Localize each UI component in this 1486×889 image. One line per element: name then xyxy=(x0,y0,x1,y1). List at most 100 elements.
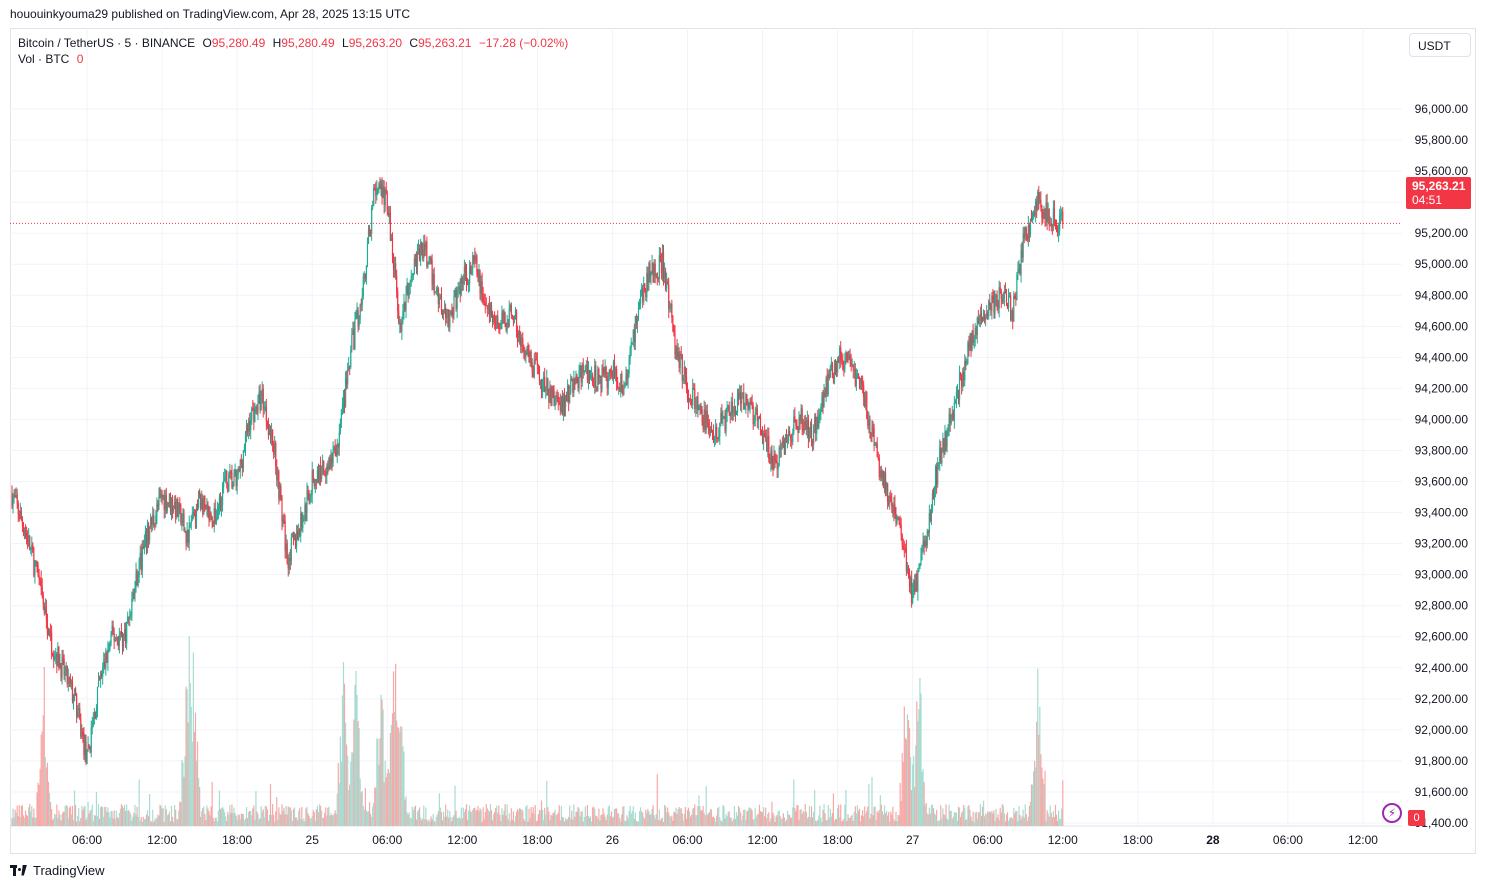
candle-body xyxy=(131,598,133,614)
volume-bar xyxy=(190,706,192,826)
candle-body xyxy=(262,388,264,410)
volume-bar xyxy=(211,781,213,826)
volume-bar xyxy=(754,808,756,826)
candle-body xyxy=(261,388,263,398)
volume-bar xyxy=(528,808,530,826)
candle-body xyxy=(40,579,42,587)
volume-bar xyxy=(1000,812,1002,826)
candle-body xyxy=(449,315,451,328)
candle-body xyxy=(990,304,992,311)
price-chart[interactable]: 91,400.0091,600.0091,800.0092,000.0092,2… xyxy=(10,28,1476,854)
volume-bar xyxy=(667,807,669,826)
candle-body xyxy=(962,372,964,387)
volume-bar xyxy=(432,814,434,826)
legend-symbol[interactable]: Bitcoin / TetherUS · 5 · BINANCE xyxy=(18,36,196,50)
lightning-icon[interactable]: ⚡ xyxy=(1382,803,1402,823)
volume-bar xyxy=(262,809,264,826)
candle-body xyxy=(648,263,650,283)
currency-button[interactable]: USDT xyxy=(1409,33,1471,57)
legend-volume-label[interactable]: Vol · BTC xyxy=(18,52,70,66)
volume-bar xyxy=(436,814,438,826)
candle-body xyxy=(226,470,228,483)
volume-bar xyxy=(166,815,168,826)
candle-body xyxy=(548,394,550,403)
candle-body xyxy=(661,252,664,273)
candle-body xyxy=(221,487,224,506)
candle-body xyxy=(313,480,315,486)
volume-bar xyxy=(623,806,625,826)
candle-body xyxy=(864,397,866,407)
candle-body xyxy=(716,426,718,438)
candle-body xyxy=(795,422,797,427)
candle-body xyxy=(786,440,789,442)
candle-body xyxy=(642,288,644,302)
candle-body xyxy=(515,310,518,331)
candle-body xyxy=(215,518,217,524)
candle-body xyxy=(1042,217,1044,219)
volume-bar xyxy=(547,807,549,826)
candle-body xyxy=(709,428,712,433)
candle-body xyxy=(127,616,129,622)
candle-body xyxy=(862,383,864,386)
candle-body xyxy=(599,375,601,378)
candle-body xyxy=(684,366,687,377)
candle-body xyxy=(797,426,799,433)
volume-bar xyxy=(410,818,412,826)
volume-bar xyxy=(371,817,373,826)
volume-bar xyxy=(414,805,417,826)
y-tick-label: 93,400.00 xyxy=(1415,506,1469,520)
candle-body xyxy=(792,432,794,442)
candle-body xyxy=(673,330,675,334)
candle-body xyxy=(698,409,700,411)
candle-body xyxy=(138,560,140,578)
candle-body xyxy=(613,362,616,377)
volume-bar xyxy=(752,819,754,826)
candle-body xyxy=(796,426,798,428)
volume-bar xyxy=(112,818,114,826)
candle-body xyxy=(235,469,237,487)
candle-body xyxy=(678,351,680,368)
volume-bar xyxy=(895,811,897,826)
candle-body xyxy=(244,433,247,447)
volume-bar xyxy=(670,816,672,826)
volume-bar xyxy=(801,813,803,826)
volume-bar xyxy=(82,810,84,826)
candle-body xyxy=(304,504,306,518)
candle-body xyxy=(638,304,641,307)
volume-bar xyxy=(940,805,942,826)
volume-bar xyxy=(486,808,488,826)
candle-body xyxy=(133,592,135,594)
candle-body xyxy=(652,263,654,283)
volume-bar xyxy=(303,818,305,826)
volume-bar xyxy=(508,813,510,826)
candle-body xyxy=(975,327,977,335)
volume-bar xyxy=(383,782,385,826)
candle-body xyxy=(986,312,988,319)
volume-bar xyxy=(928,807,930,826)
candle-body xyxy=(932,492,935,499)
volume-bar xyxy=(91,804,93,826)
volume-bar xyxy=(1059,819,1061,826)
candle-body xyxy=(833,364,836,380)
candle-body xyxy=(928,513,930,533)
volume-bar xyxy=(234,813,236,826)
volume-bar xyxy=(966,818,968,826)
candle-body xyxy=(479,270,481,294)
candle-body xyxy=(495,320,497,329)
candle-body xyxy=(44,606,46,613)
candle-body xyxy=(207,504,209,512)
candle-body xyxy=(452,314,454,316)
chart-frame xyxy=(10,28,1476,854)
volume-bar xyxy=(56,804,58,826)
candle-body xyxy=(175,501,177,518)
volume-bar xyxy=(132,816,134,826)
candle-body xyxy=(450,311,452,316)
volume-bar xyxy=(93,815,95,826)
candle-body xyxy=(344,378,347,407)
volume-bar xyxy=(596,816,598,826)
volume-bar xyxy=(688,811,691,826)
volume-bar xyxy=(661,817,664,826)
volume-bar xyxy=(39,768,41,826)
volume-bar xyxy=(957,806,960,826)
candle-body xyxy=(771,450,773,465)
